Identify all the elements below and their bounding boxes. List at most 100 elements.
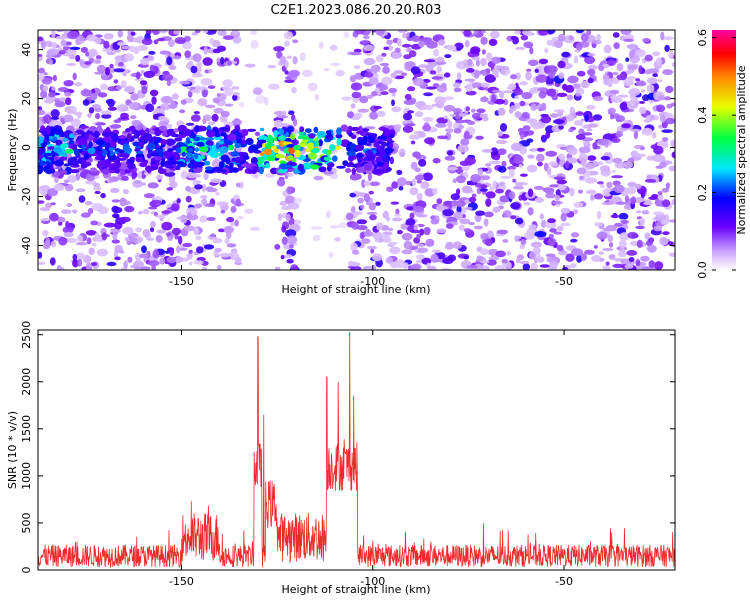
spectrogram-cell <box>546 88 557 97</box>
spectrogram-cell <box>436 84 448 93</box>
spectrogram-cell <box>519 260 530 265</box>
spectrogram-cell <box>627 231 638 239</box>
spectrogram-cell <box>522 125 531 131</box>
spectrogram-cell <box>590 194 595 201</box>
spectrogram-cell <box>382 66 390 74</box>
spectrogram-cell <box>314 94 319 101</box>
spectrogram-cell <box>352 249 360 255</box>
spectrogram-signal-cell <box>259 127 265 132</box>
spectrogram-cell <box>195 235 202 241</box>
spectrogram-signal-cell <box>84 133 89 140</box>
spectrogram-cell <box>547 237 556 247</box>
spectrogram-cell <box>103 222 116 228</box>
spectrogram-cell <box>491 56 501 64</box>
spectrogram-cell <box>281 236 288 245</box>
spectrogram-cell <box>38 109 46 116</box>
spectrogram-cell <box>167 51 172 57</box>
spectrogram-cell <box>540 220 547 228</box>
spectrogram-cell <box>357 197 364 204</box>
spectrogram-cell <box>553 231 563 235</box>
spectrogram-cell <box>465 90 477 96</box>
spectrogram-signal-cell <box>304 128 312 134</box>
spectrogram-cell <box>390 72 397 79</box>
spectrogram-cell <box>665 85 674 93</box>
spectrogram-cell <box>362 265 374 270</box>
spectrogram-cell <box>279 201 288 206</box>
spectrogram-cell <box>458 224 465 231</box>
spectrogram-signal-cell <box>278 139 286 147</box>
spectrogram-cell <box>82 99 90 106</box>
spectrogram-cell <box>659 236 669 246</box>
spectrogram-signal-cell <box>254 131 261 137</box>
spectrogram-signal-cell <box>259 152 265 156</box>
spectrogram-cell <box>517 127 525 133</box>
spectrogram-cell <box>617 250 628 258</box>
spectrogram-cell <box>445 223 454 229</box>
spectrogram-cell <box>523 41 534 49</box>
spectrogram-signal-cell <box>318 139 323 147</box>
spectrogram-cell <box>391 106 402 113</box>
spectrogram-signal-cell <box>38 153 44 160</box>
spectrogram-cell <box>202 30 209 34</box>
spectrogram-cell <box>456 205 462 214</box>
spectrogram-cell <box>489 30 500 39</box>
spectrogram-signal-cell <box>204 169 215 174</box>
spectrogram-signal-cell <box>299 143 307 147</box>
spectrogram-cell <box>63 80 74 87</box>
spectrogram-cell <box>414 111 424 118</box>
spectrogram-cell <box>353 48 362 53</box>
spectrogram-signal-cell <box>382 128 390 137</box>
spectrogram-cell <box>480 260 490 264</box>
spectrogram-cell <box>234 219 239 227</box>
spectrogram-cell <box>523 232 536 240</box>
spectrogram-cell <box>546 256 553 263</box>
spectrogram-cell <box>63 114 74 123</box>
spectrogram-signal-cell <box>175 147 182 154</box>
spectrogram-cell <box>347 260 355 266</box>
spectrogram-cell <box>502 210 512 218</box>
spectrogram-cell <box>634 183 642 190</box>
spectrogram-cell <box>45 40 53 47</box>
spectrogram-cell <box>661 129 673 134</box>
spectrogram-cell <box>288 69 301 77</box>
spectrogram-cell <box>512 178 517 183</box>
spectrogram-cell <box>535 74 548 83</box>
spectrogram-signal-cell <box>52 147 63 153</box>
spectrogram-cell <box>192 53 202 62</box>
spectrogram-cell <box>646 155 654 161</box>
spectrogram-cell <box>88 107 95 114</box>
spectrogram-cell <box>602 188 612 197</box>
x-tick-label: -100 <box>360 275 385 288</box>
spectrogram-cell <box>397 30 408 33</box>
spectrogram-signal-cell <box>326 132 332 140</box>
spectrogram-cell <box>491 94 497 103</box>
spectrogram-signal-cell <box>246 128 257 132</box>
spectrogram-cell <box>553 109 566 113</box>
spectrogram-cell <box>472 82 483 88</box>
spectrogram-cell <box>508 191 516 200</box>
spectrogram-cell <box>130 93 139 101</box>
spectrogram-cell <box>216 57 221 63</box>
spectrogram-cell <box>284 254 293 259</box>
spectrogram-cell <box>252 87 263 95</box>
spectrogram-cell <box>503 90 514 94</box>
spectrogram-cell <box>158 30 168 33</box>
spectrogram-signal-cell <box>251 166 260 170</box>
spectrogram-cell <box>346 212 354 221</box>
spectrogram-signal-cell <box>308 133 316 139</box>
spectrogram-cell <box>540 115 552 124</box>
spectrogram-cell <box>375 201 381 206</box>
spectrogram-cell <box>578 146 591 154</box>
spectrogram-cell <box>612 71 619 76</box>
spectrogram-cell <box>56 216 66 223</box>
snr-x-axis-label: Height of straight line (km) <box>281 583 430 596</box>
spectrogram-signal-cell <box>218 140 224 145</box>
spectrogram-cell <box>484 238 493 247</box>
spectrogram-cell <box>644 54 653 62</box>
spectrogram-cell <box>334 237 341 242</box>
spectrogram-signal-cell <box>72 160 79 167</box>
spectrogram-cell <box>79 58 84 65</box>
spectrogram-cell <box>481 49 486 55</box>
spectrogram-cell <box>654 261 664 270</box>
